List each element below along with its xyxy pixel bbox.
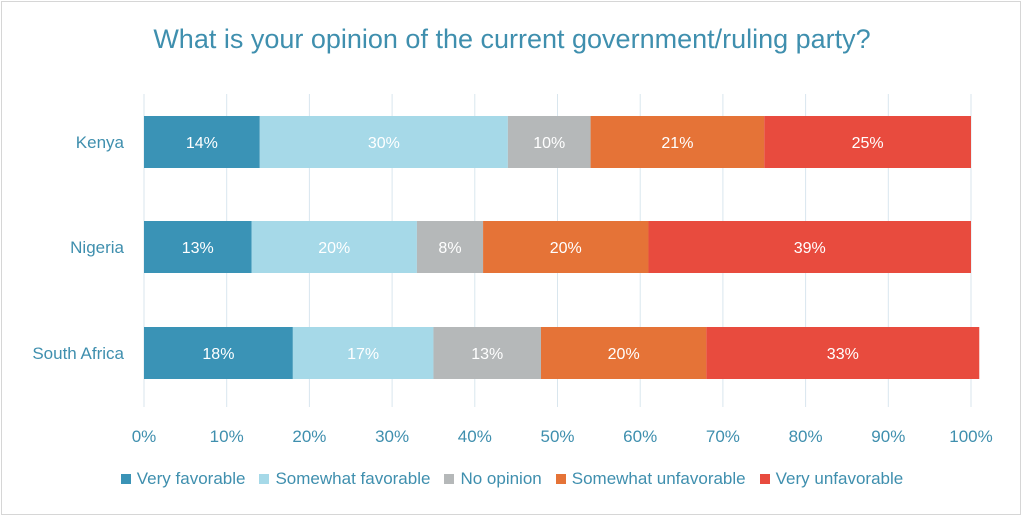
data-label: 20% [318, 240, 350, 257]
legend-swatch [759, 474, 770, 484]
x-tick-label: 60% [623, 427, 657, 446]
x-tick-label: 40% [458, 427, 492, 446]
data-label: 39% [794, 240, 826, 257]
category-label: Kenya [76, 133, 125, 152]
legend-item: No opinion [444, 469, 542, 489]
data-label: 14% [186, 135, 218, 152]
bar-segment [590, 116, 765, 168]
x-tick-label: 0% [132, 427, 157, 446]
data-label: 13% [471, 346, 503, 363]
bar-segment [292, 327, 434, 379]
legend-label: No opinion [460, 469, 542, 488]
data-label: 13% [182, 240, 214, 257]
legend-swatch [120, 474, 131, 484]
data-label: 20% [608, 346, 640, 363]
legend-item: Somewhat unfavorable [555, 469, 746, 489]
legend-label: Very unfavorable [775, 469, 904, 488]
x-tick-label: 100% [949, 427, 992, 446]
bar-segment [259, 116, 508, 168]
data-label: 21% [661, 135, 693, 152]
bar-segment [540, 327, 707, 379]
legend: Very favorable Somewhat favorable No opini… [2, 469, 1022, 489]
bar-segment [144, 221, 252, 273]
bar-segment [144, 327, 293, 379]
data-label: 30% [368, 135, 400, 152]
category-label: Nigeria [70, 238, 124, 257]
data-label: 18% [202, 346, 234, 363]
legend-item: Very unfavorable [759, 469, 904, 489]
bar-segment [144, 116, 260, 168]
x-tick-label: 90% [871, 427, 905, 446]
legend-label: Somewhat favorable [275, 469, 431, 488]
x-tick-label: 30% [375, 427, 409, 446]
data-label: 20% [550, 240, 582, 257]
chart-title: What is your opinion of the current gove… [153, 24, 871, 54]
bar-segment [251, 221, 417, 273]
legend-swatch [555, 474, 566, 484]
data-label: 10% [533, 135, 565, 152]
x-tick-label: 70% [706, 427, 740, 446]
legend-swatch [444, 474, 455, 484]
x-tick-label: 80% [789, 427, 823, 446]
x-tick-label: 50% [540, 427, 574, 446]
bar-segment [648, 221, 971, 273]
bar-segment [507, 116, 591, 168]
bar-segment [764, 116, 971, 168]
legend-label: Somewhat unfavorable [571, 469, 746, 488]
legend-item: Somewhat favorable [259, 469, 430, 489]
bar-segment [483, 221, 649, 273]
data-label: 33% [827, 346, 859, 363]
legend-swatch [259, 474, 270, 484]
legend-label: Very favorable [136, 469, 246, 488]
x-tick-label: 20% [292, 427, 326, 446]
category-label: South Africa [32, 344, 124, 363]
bar-segment [433, 327, 541, 379]
bar-segment [416, 221, 484, 273]
data-label: 17% [347, 346, 379, 363]
bar-segment [706, 327, 980, 379]
data-label: 25% [852, 135, 884, 152]
data-label: 8% [438, 240, 461, 257]
x-tick-label: 10% [210, 427, 244, 446]
legend-item: Very favorable [120, 469, 246, 489]
